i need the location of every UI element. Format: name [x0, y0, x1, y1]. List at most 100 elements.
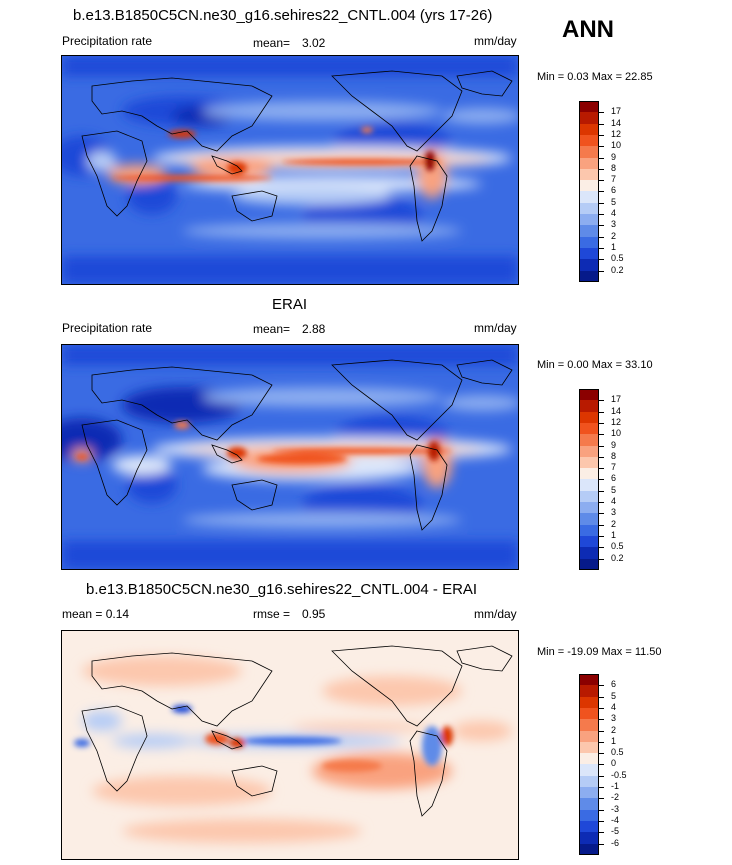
colorbar-tick-label: 0.5 — [611, 747, 624, 758]
colorbar-tick — [599, 685, 604, 687]
colorbar-tick-label: 3 — [611, 219, 617, 230]
colorbar-tick — [599, 843, 604, 845]
colorbar-swatch — [579, 535, 599, 548]
colorbar-tick-label: -4 — [611, 814, 620, 825]
colorbar-tick-label: 1 — [611, 241, 617, 252]
minmax-label: Min = 0.00 Max = 33.10 — [537, 359, 653, 371]
colorbar-tick-label: 14 — [611, 117, 622, 128]
colorbar-swatch — [579, 434, 599, 446]
colorbar-tick — [599, 168, 604, 170]
colorbar-tick-label: 14 — [611, 405, 622, 416]
colorbar-tick — [599, 719, 604, 721]
colorbar-tick-label: 3 — [611, 713, 617, 724]
colorbar-tick-label: 0.2 — [611, 264, 624, 275]
units-label: mm/day — [474, 607, 517, 621]
colorbar-tick — [599, 270, 604, 272]
colorbar-swatch — [579, 422, 599, 435]
colorbar-swatch — [579, 445, 599, 458]
colorbar-tick — [599, 707, 604, 709]
colorbar-tick-label: 17 — [611, 106, 622, 117]
units-label: mm/day — [474, 321, 517, 335]
colorbar-tick-label: 10 — [611, 428, 622, 439]
colorbar-swatch — [579, 764, 599, 777]
colorbar-swatch — [579, 236, 599, 249]
mean-label: mean= — [253, 322, 291, 336]
colorbar-swatch — [579, 843, 599, 856]
mean-value: 2.88 — [302, 322, 326, 336]
colorbar-tick — [599, 400, 604, 402]
colorbar-tick — [599, 832, 604, 834]
colorbar-tick — [599, 558, 604, 560]
colorbar-swatch — [579, 134, 599, 147]
season-label: ANN — [562, 16, 614, 43]
colorbar-swatch — [579, 832, 599, 844]
colorbar-tick-label: 8 — [611, 450, 617, 461]
colorbar-swatch — [579, 101, 599, 113]
colorbar-tick-label: 6 — [611, 473, 617, 484]
variable-label: Precipitation rate — [62, 321, 153, 335]
colorbar-tick — [599, 741, 604, 743]
colorbar-tick — [599, 247, 604, 249]
colorbar-tick — [599, 191, 604, 193]
colorbar-tick — [599, 456, 604, 458]
colorbar-tick-label: 5 — [611, 196, 617, 207]
colorbar-swatch — [579, 730, 599, 743]
colorbar-swatch — [579, 112, 599, 125]
colorbar-swatch — [579, 685, 599, 698]
colorbar-swatch — [579, 513, 599, 526]
colorbar-swatch — [579, 389, 599, 401]
colorbar-tick — [599, 513, 604, 515]
colorbar-swatch — [579, 180, 599, 192]
colorbar-swatch — [579, 456, 599, 469]
colorbar-swatch — [579, 719, 599, 731]
colorbar-tick-label: -0.5 — [611, 769, 627, 780]
colorbar-tick — [599, 764, 604, 766]
colorbar-swatch — [579, 259, 599, 271]
colorbar-swatch — [579, 400, 599, 413]
colorbar-swatch — [579, 798, 599, 811]
colorbar-tick-label: -1 — [611, 781, 620, 791]
colorbar-tick-label: -6 — [611, 837, 620, 848]
colorbar-tick-label: 12 — [611, 128, 622, 139]
colorbar-tick-label: 5 — [611, 484, 617, 495]
colorbar-tick — [599, 479, 604, 481]
colorbar-tick-label: -2 — [611, 792, 620, 803]
colorbar-swatch — [579, 411, 599, 424]
colorbar-swatch — [579, 775, 599, 788]
colorbar-swatch — [579, 524, 599, 537]
colorbar-tick — [599, 535, 604, 537]
colorbar-tick — [599, 112, 604, 114]
colorbar-swatch — [579, 270, 599, 283]
colorbar-tick-label: 7 — [611, 462, 617, 473]
colorbar-tick — [599, 547, 604, 549]
colorbar-tick — [599, 225, 604, 227]
colorbar-swatch — [579, 168, 599, 181]
colorbar-swatch — [579, 157, 599, 170]
rmse-label: rmse = — [253, 607, 291, 621]
panel-title: b.e13.B1850C5CN.ne30_g16.sehires22_CNTL.… — [73, 7, 493, 24]
colorbar-tick — [599, 146, 604, 148]
colorbar-swatch — [579, 479, 599, 492]
colorbar-swatch — [579, 547, 599, 559]
precip-map-erai — [61, 344, 519, 570]
colorbar-swatch — [579, 558, 599, 571]
colorbar-tick-label: 6 — [611, 679, 617, 690]
colorbar-tick-label: 9 — [611, 151, 617, 162]
colorbar-swatch — [579, 741, 599, 754]
variable-label: Precipitation rate — [62, 34, 153, 48]
units-label: mm/day — [474, 34, 517, 48]
colorbar-swatch — [579, 674, 599, 686]
colorbar-swatch — [579, 146, 599, 158]
colorbar-tick — [599, 468, 604, 470]
mean-value: 3.02 — [302, 36, 326, 50]
panel-title: ERAI — [272, 296, 308, 313]
colorbar-swatch — [579, 490, 599, 503]
colorbar-tick-label: 0.5 — [611, 541, 624, 552]
colorbar-tick-label: 5 — [611, 690, 617, 701]
colorbar-swatch — [579, 696, 599, 709]
precip-map-diff — [61, 630, 519, 860]
colorbar-tick — [599, 236, 604, 238]
colorbar-tick-label: 17 — [611, 394, 622, 405]
colorbar-tick-label: 4 — [611, 496, 617, 506]
colorbar-swatch — [579, 202, 599, 215]
